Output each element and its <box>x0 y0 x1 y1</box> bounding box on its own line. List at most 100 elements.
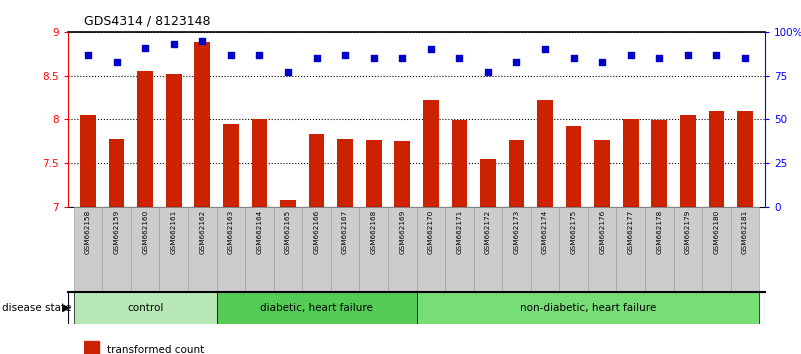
Bar <box>166 74 182 207</box>
Text: GSM662164: GSM662164 <box>256 210 263 254</box>
Point <box>111 59 123 64</box>
Text: GSM662159: GSM662159 <box>114 210 119 254</box>
Bar <box>531 207 559 292</box>
Bar <box>502 207 531 292</box>
Text: GSM662170: GSM662170 <box>428 210 434 254</box>
Bar <box>252 120 268 207</box>
Text: GSM662177: GSM662177 <box>628 210 634 254</box>
Point <box>425 46 437 52</box>
Bar <box>216 292 417 324</box>
Bar <box>702 207 731 292</box>
Bar <box>74 292 216 324</box>
Point <box>139 45 151 51</box>
Point <box>282 69 295 75</box>
Point <box>253 52 266 57</box>
Point <box>567 55 580 61</box>
Text: GSM662168: GSM662168 <box>371 210 376 254</box>
Bar <box>360 207 388 292</box>
Text: control: control <box>127 303 163 313</box>
Bar <box>280 200 296 207</box>
Point <box>224 52 237 57</box>
Bar <box>417 207 445 292</box>
Bar <box>216 207 245 292</box>
Bar <box>423 100 439 207</box>
Bar <box>84 341 99 354</box>
Bar <box>195 42 210 207</box>
Text: GSM662161: GSM662161 <box>171 210 177 254</box>
Bar <box>388 207 417 292</box>
Text: GSM662165: GSM662165 <box>285 210 291 254</box>
Bar <box>109 139 124 207</box>
Text: GSM662171: GSM662171 <box>457 210 462 254</box>
Bar <box>274 207 302 292</box>
Bar <box>680 115 696 207</box>
Bar <box>394 141 410 207</box>
Text: GSM662174: GSM662174 <box>542 210 548 254</box>
Text: disease state: disease state <box>2 303 71 313</box>
Point <box>339 52 352 57</box>
Text: GSM662181: GSM662181 <box>742 210 748 254</box>
Bar <box>617 207 645 292</box>
Bar <box>559 207 588 292</box>
Bar <box>159 207 188 292</box>
Bar <box>537 100 553 207</box>
Bar <box>188 207 216 292</box>
Text: GSM662158: GSM662158 <box>85 210 91 254</box>
Point <box>510 59 523 64</box>
Point <box>653 55 666 61</box>
Text: GSM662176: GSM662176 <box>599 210 606 254</box>
Bar <box>651 120 667 207</box>
Point <box>167 41 180 47</box>
Point <box>538 46 551 52</box>
Bar <box>137 71 153 207</box>
Text: GSM662169: GSM662169 <box>399 210 405 254</box>
Point <box>310 55 323 61</box>
Point <box>596 59 609 64</box>
Bar <box>594 139 610 207</box>
Text: diabetic, heart failure: diabetic, heart failure <box>260 303 373 313</box>
Bar <box>674 207 702 292</box>
Point <box>396 55 409 61</box>
Point <box>82 52 95 57</box>
Bar <box>223 124 239 207</box>
Point <box>481 69 494 75</box>
Text: GSM662160: GSM662160 <box>143 210 148 254</box>
Bar <box>731 207 759 292</box>
Bar <box>302 207 331 292</box>
Bar <box>337 139 353 207</box>
Text: GDS4314 / 8123148: GDS4314 / 8123148 <box>84 14 211 27</box>
Text: GSM662172: GSM662172 <box>485 210 491 254</box>
Text: GSM662173: GSM662173 <box>513 210 520 254</box>
Text: GSM662163: GSM662163 <box>227 210 234 254</box>
Point <box>368 55 380 61</box>
Text: ▶: ▶ <box>62 303 70 313</box>
Text: GSM662162: GSM662162 <box>199 210 205 254</box>
Point <box>624 52 637 57</box>
Bar <box>131 207 159 292</box>
Text: GSM662175: GSM662175 <box>570 210 577 254</box>
Bar <box>245 207 274 292</box>
Text: transformed count: transformed count <box>107 346 203 354</box>
Bar <box>103 207 131 292</box>
Text: GSM662166: GSM662166 <box>313 210 320 254</box>
Bar <box>623 120 638 207</box>
Point <box>196 38 209 44</box>
Point <box>682 52 694 57</box>
Text: GSM662167: GSM662167 <box>342 210 348 254</box>
Bar <box>737 111 753 207</box>
Bar <box>480 159 496 207</box>
Bar <box>566 126 582 207</box>
Bar <box>366 139 381 207</box>
Bar <box>417 292 759 324</box>
Text: GSM662179: GSM662179 <box>685 210 690 254</box>
Bar <box>709 111 724 207</box>
Text: GSM662180: GSM662180 <box>714 210 719 254</box>
Bar <box>588 207 617 292</box>
Point <box>739 55 751 61</box>
Bar <box>473 207 502 292</box>
Bar <box>74 207 103 292</box>
Bar <box>308 135 324 207</box>
Point <box>453 55 465 61</box>
Bar <box>645 207 674 292</box>
Bar <box>445 207 473 292</box>
